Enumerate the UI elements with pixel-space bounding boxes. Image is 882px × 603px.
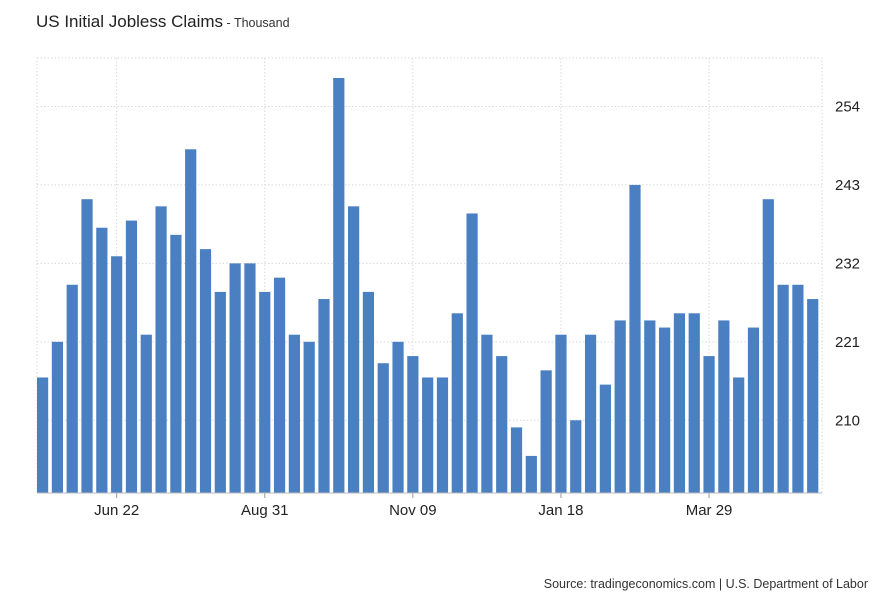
bar [733, 377, 745, 493]
bar [303, 341, 315, 493]
bar-chart: 210 221 232 243 254 Jun 22 Aug 31 Nov 09 Jan 18 M… [36, 57, 860, 519]
bar [259, 291, 271, 493]
chart-title: US Initial Jobless Claims [36, 12, 224, 31]
y-tick-label: 243 [835, 177, 860, 194]
bar [362, 291, 375, 493]
bar [688, 313, 700, 493]
bar [96, 227, 108, 493]
y-tick-label: 232 [835, 255, 860, 272]
bar [37, 377, 49, 493]
bar [451, 313, 463, 493]
y-tick-label: 210 [835, 412, 860, 429]
bar [659, 327, 671, 493]
bar [777, 284, 789, 493]
x-tick-label: Jun 22 [94, 502, 139, 519]
bar [199, 249, 212, 493]
y-tick-label: 254 [835, 98, 860, 115]
bar [318, 299, 330, 493]
bar [140, 334, 152, 493]
chart-title-row: US Initial Jobless Claims - Thousand [36, 12, 290, 32]
bar [570, 420, 582, 493]
bar [614, 320, 626, 493]
bar [288, 334, 300, 493]
bar [644, 320, 656, 493]
bar [244, 263, 256, 493]
bar [599, 384, 611, 493]
bar [66, 284, 78, 493]
x-tick-label: Jan 18 [538, 502, 583, 519]
bar [111, 256, 123, 493]
bar [496, 356, 508, 493]
bar [747, 327, 760, 493]
bar [125, 220, 138, 494]
bar [436, 377, 449, 493]
bar [377, 363, 389, 493]
bar [584, 334, 597, 493]
bar [155, 206, 167, 493]
bar [466, 213, 478, 493]
bar [481, 334, 493, 493]
bar [718, 320, 730, 493]
plot-frame [36, 57, 823, 494]
x-tick-label: Mar 29 [686, 502, 733, 519]
bar [792, 284, 804, 493]
bar [407, 356, 419, 493]
bar [170, 234, 182, 493]
bar [81, 199, 93, 493]
bar [214, 291, 226, 493]
chart-subtitle: - Thousand [223, 16, 290, 30]
bar [703, 356, 715, 493]
bar [510, 427, 523, 493]
bar [273, 277, 286, 493]
bar [540, 370, 552, 493]
bar [51, 341, 64, 493]
x-tick-label: Aug 31 [241, 502, 289, 519]
bar [807, 299, 819, 493]
source-note: Source: tradingeconomics.com | U.S. Depa… [543, 577, 868, 591]
bar [629, 184, 641, 493]
bar [229, 263, 241, 493]
bar [333, 77, 345, 493]
x-tick-label: Nov 09 [389, 502, 437, 519]
bar [555, 334, 567, 493]
bar [348, 206, 360, 493]
bar [525, 455, 537, 493]
bar [422, 377, 434, 493]
y-tick-label: 221 [835, 334, 860, 351]
bar [673, 313, 686, 493]
bar [392, 341, 404, 493]
bar [185, 149, 197, 493]
bar [762, 199, 774, 493]
